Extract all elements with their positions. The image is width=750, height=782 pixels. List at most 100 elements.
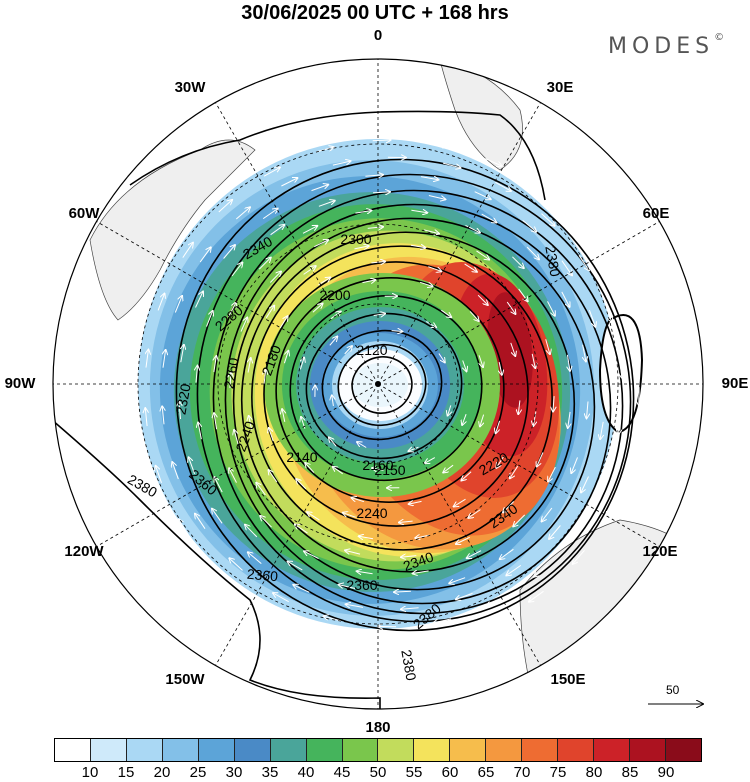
contour-label: 2380: [398, 648, 419, 682]
wind-vector: [156, 466, 162, 483]
longitude-label: 90E: [721, 375, 749, 392]
contour-outer-2380: [53, 419, 381, 709]
wind-vector: [174, 296, 182, 313]
colorbar-swatch: [306, 739, 343, 761]
wind-speed-map: 2120214021502160218022002220224022402260…: [52, 58, 750, 710]
wind-vector: [260, 516, 272, 528]
wind-vector: [526, 246, 539, 259]
wind-vector: [629, 445, 635, 462]
contour-label: 2200: [319, 287, 350, 303]
colorbar-swatch: [665, 739, 701, 761]
wind-vector: [365, 643, 383, 644]
wind-vector: [479, 355, 483, 367]
wind-vector: [602, 471, 610, 489]
wind-vector: [273, 593, 289, 603]
wind-vector: [423, 229, 439, 234]
contour-line: [351, 356, 413, 414]
wind-vector: [189, 457, 196, 475]
wind-vector: [146, 350, 148, 368]
wind-vector: [568, 411, 570, 428]
wind-vector: [372, 140, 391, 141]
wind-vector: [587, 401, 589, 419]
wind-vector: [324, 616, 342, 622]
wind-vector: [373, 314, 385, 316]
wind-vector: [442, 162, 460, 168]
brand-name: MODES: [608, 34, 715, 59]
wind-vector: [567, 354, 570, 371]
longitude-label: 150W: [165, 671, 205, 688]
colorbar-swatch: [594, 739, 630, 761]
wind-vector: [329, 337, 338, 346]
wind-vector: [411, 210, 427, 213]
longitude-label: 90W: [4, 375, 36, 392]
colorbar-tick-label: 90: [657, 764, 675, 781]
colorbar-tick-label: 10: [81, 764, 99, 781]
wind-vector: [279, 316, 287, 329]
contour-label: 2360: [346, 577, 377, 593]
wind-vector: [434, 618, 452, 623]
wind-vector: [461, 471, 472, 481]
contour-label: 2240: [356, 505, 387, 521]
wind-vector: [618, 416, 621, 434]
wind-vector: [332, 161, 351, 166]
longitude-label: 0: [373, 27, 383, 44]
wind-vector: [630, 328, 635, 347]
wind-vector: [198, 423, 201, 440]
graticule: [53, 59, 703, 709]
wind-vector: [620, 359, 622, 378]
wind-vector: [441, 309, 451, 317]
wind-vector: [182, 243, 193, 258]
colorbar-tick-label: 65: [477, 764, 495, 781]
colorbar-swatch: [558, 739, 595, 761]
contour-label: 2360: [246, 566, 279, 585]
wind-vector: [512, 256, 523, 268]
wind-vector: [513, 514, 526, 527]
colorbar-swatch: [414, 739, 451, 761]
colorbar-swatch: [378, 739, 415, 761]
wind-vector: [269, 272, 281, 283]
wind-vector: [263, 167, 280, 177]
wind-vector: [496, 420, 501, 433]
wind-vector: [367, 227, 383, 229]
contour-line: [305, 312, 463, 460]
colorbar: [54, 738, 702, 762]
wind-vector: [230, 373, 231, 388]
wind-vector: [553, 396, 554, 411]
wind-vector: [357, 442, 367, 448]
wind-vector: [196, 366, 198, 383]
wind-vector: [394, 591, 411, 592]
wind-vector: [496, 455, 505, 468]
wind-vector: [269, 470, 278, 483]
colorbar-swatch: [270, 739, 307, 761]
contour-line: [196, 173, 632, 623]
longitude-label: 120W: [64, 543, 104, 560]
wind-vector: [249, 416, 252, 431]
wind-vector: [578, 255, 589, 270]
wind-vector: [401, 556, 417, 558]
wind-vector: [281, 178, 297, 187]
wind-vector: [240, 318, 247, 332]
wind-vector: [264, 370, 266, 384]
colorbar-swatch: [450, 739, 487, 761]
longitude-label: 120E: [642, 543, 678, 560]
map-disc: [53, 59, 703, 709]
wind-vector: [357, 571, 373, 574]
height-contours: [175, 158, 635, 632]
wind-vector: [529, 590, 544, 602]
wind-vector: [610, 274, 619, 291]
wind-vector: [428, 195, 446, 200]
wind-vector: [548, 466, 556, 481]
contour-line: [251, 245, 553, 551]
wind-vector: [534, 564, 549, 577]
wind-vector: [373, 192, 390, 193]
parallel-circle: [217, 223, 539, 545]
wind-vector: [429, 142, 448, 146]
meridian-line: [377, 383, 660, 547]
colorbar-swatch: [522, 739, 559, 761]
wind-vector: [581, 476, 589, 493]
meridian-line: [96, 221, 379, 385]
wind-vector: [425, 457, 436, 464]
colorbar-swatch: [162, 739, 199, 761]
parallel-circle: [297, 303, 459, 465]
wind-vector: [463, 360, 467, 372]
